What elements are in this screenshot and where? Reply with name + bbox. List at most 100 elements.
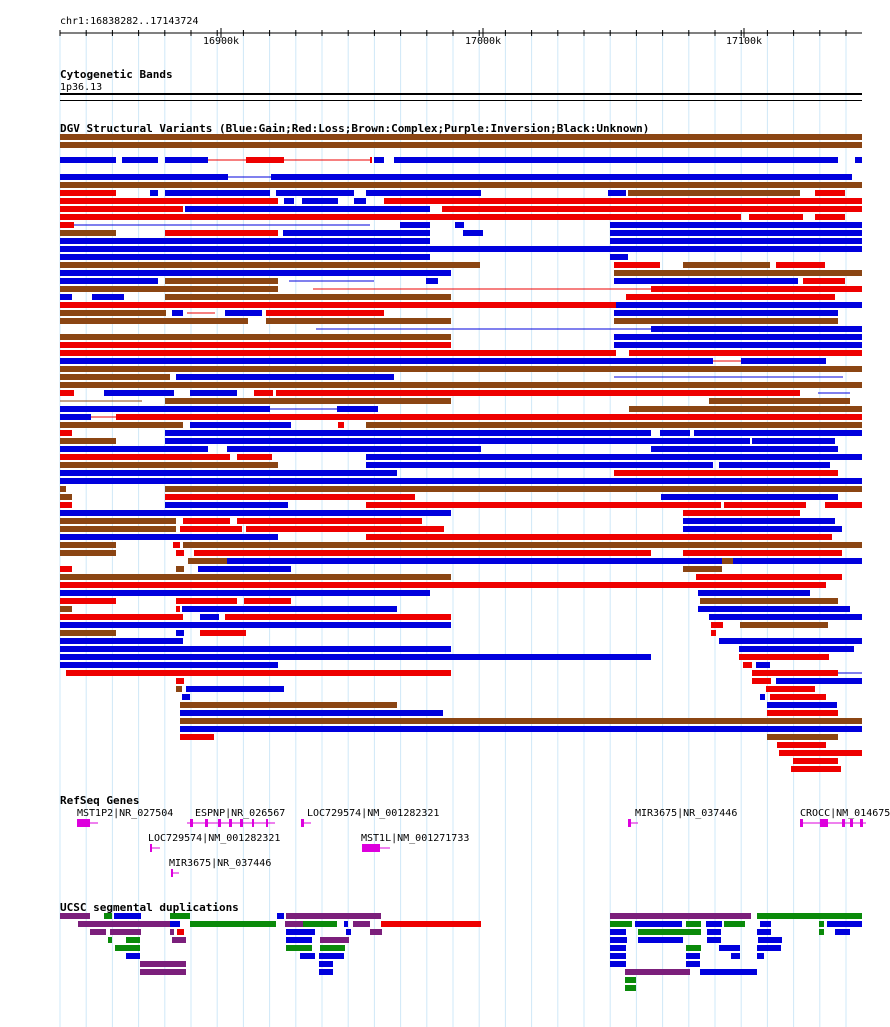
gene-exon[interactable] [150,844,152,852]
segdup-feature[interactable] [140,969,186,975]
complex-variant[interactable] [60,142,862,148]
complex-variant[interactable] [60,574,451,580]
complex-variant[interactable] [60,262,480,268]
gene-exon[interactable] [850,819,853,827]
loss-variant[interactable] [60,598,116,604]
complex-variant[interactable] [60,494,72,500]
loss-variant[interactable] [165,230,278,236]
gain-variant[interactable] [60,174,228,180]
gene-exon[interactable] [77,819,90,827]
segdup-feature[interactable] [625,985,636,991]
complex-variant[interactable] [60,334,451,340]
segdup-feature[interactable] [731,953,740,959]
loss-variant[interactable] [237,518,422,524]
segdup-feature[interactable] [724,921,745,927]
gain-variant[interactable] [176,374,394,380]
gain-variant[interactable] [366,462,713,468]
segdup-feature[interactable] [700,969,757,975]
gain-variant[interactable] [719,462,830,468]
gain-variant[interactable] [60,590,430,596]
gain-variant[interactable] [752,438,835,444]
segdup-feature[interactable] [707,929,721,935]
segdup-feature[interactable] [827,921,862,927]
loss-variant[interactable] [752,678,771,684]
segdup-feature[interactable] [320,945,345,951]
segdup-feature[interactable] [757,913,862,919]
gain-variant[interactable] [185,206,430,212]
segdup-feature[interactable] [686,929,701,935]
loss-variant[interactable] [194,550,651,556]
segdup-feature[interactable] [719,945,740,951]
segdup-feature[interactable] [170,921,180,927]
loss-variant[interactable] [225,614,451,620]
complex-variant[interactable] [165,294,451,300]
gain-variant[interactable] [739,646,854,652]
loss-variant[interactable] [651,286,862,292]
gene-exon[interactable] [842,819,845,827]
segdup-feature[interactable] [610,913,751,919]
gene-exon[interactable] [362,844,380,852]
segdup-feature[interactable] [819,929,824,935]
gain-variant[interactable] [60,157,116,163]
gain-variant[interactable] [60,646,451,652]
gain-variant[interactable] [198,566,291,572]
loss-variant[interactable] [176,678,184,684]
segdup-feature[interactable] [381,921,481,927]
gain-variant[interactable] [698,606,850,612]
refseq-track[interactable]: RefSeq Genes MST1P2|NR_027504 ESPNP|NR_0… [60,794,890,877]
loss-variant[interactable] [60,190,116,196]
gain-variant[interactable] [614,310,838,316]
loss-variant[interactable] [180,526,242,532]
gain-variant[interactable] [756,662,770,668]
gene-exon[interactable] [266,819,268,827]
loss-variant[interactable] [683,510,800,516]
loss-variant[interactable] [60,614,183,620]
gain-variant[interactable] [283,230,430,236]
gain-variant[interactable] [463,230,483,236]
complex-variant[interactable] [60,550,116,556]
gain-variant[interactable] [741,358,826,364]
loss-variant[interactable] [60,222,74,228]
segdup-feature[interactable] [108,937,112,943]
loss-variant[interactable] [777,742,826,748]
loss-variant[interactable] [183,518,230,524]
gain-variant[interactable] [104,390,174,396]
segdup-feature[interactable] [78,921,170,927]
loss-variant[interactable] [815,190,845,196]
loss-variant[interactable] [825,502,862,508]
complex-variant[interactable] [614,270,862,276]
loss-variant[interactable] [60,214,741,220]
segdup-feature[interactable] [277,913,284,919]
gain-variant[interactable] [200,614,219,620]
loss-variant[interactable] [60,302,616,308]
segdup-feature-group[interactable] [60,913,862,991]
gain-variant[interactable] [337,406,378,412]
gain-variant[interactable] [227,558,722,564]
loss-variant[interactable] [770,694,826,700]
gain-variant[interactable] [165,438,750,444]
gain-variant[interactable] [60,254,430,260]
loss-variant[interactable] [176,550,184,556]
gain-variant[interactable] [302,198,338,204]
complex-variant[interactable] [60,318,248,324]
gain-variant[interactable] [60,246,862,252]
segdup-feature[interactable] [190,921,276,927]
gain-variant[interactable] [698,590,810,596]
gain-variant[interactable] [776,678,862,684]
gain-variant[interactable] [651,446,838,452]
gain-variant[interactable] [60,446,208,452]
gain-variant[interactable] [186,686,284,692]
gene-exon[interactable] [800,819,803,827]
gain-variant[interactable] [614,342,862,348]
loss-variant[interactable] [749,214,803,220]
loss-variant[interactable] [276,390,800,396]
segdup-feature[interactable] [140,961,186,967]
loss-variant[interactable] [370,157,372,163]
loss-variant[interactable] [815,214,845,220]
segdup-feature[interactable] [90,929,106,935]
gain-variant[interactable] [760,694,765,700]
gain-variant[interactable] [767,702,837,708]
loss-variant[interactable] [60,342,451,348]
complex-variant[interactable] [60,438,116,444]
complex-variant[interactable] [60,542,116,548]
